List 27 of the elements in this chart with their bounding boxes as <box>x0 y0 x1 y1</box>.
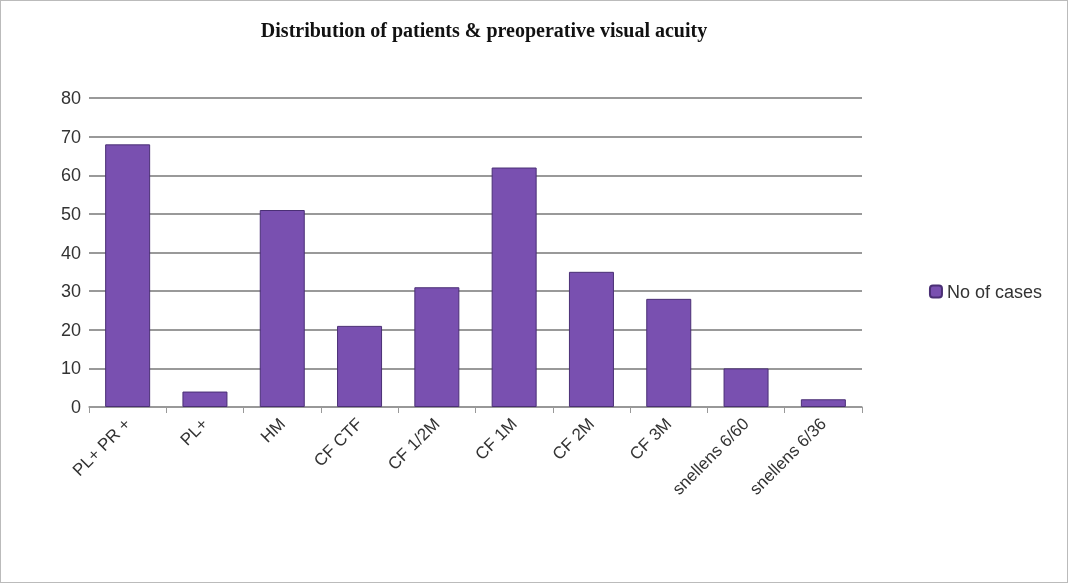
x-tick-label: CF 2M <box>548 414 599 464</box>
y-tick-label: 0 <box>70 397 81 417</box>
x-tick-label: PL+ <box>176 414 212 450</box>
x-tick-label: HM <box>256 414 289 447</box>
y-tick-label: 10 <box>60 358 81 379</box>
y-tick-label: 30 <box>60 281 81 302</box>
bar <box>337 325 383 407</box>
chart-title: Distribution of patients & preoperative visual acuity <box>260 19 708 42</box>
bar <box>182 391 228 407</box>
x-tick-label: PL+ PR + <box>68 414 135 480</box>
x-tick-label: CF 3M <box>625 414 676 464</box>
bar <box>646 298 692 407</box>
bar <box>105 144 151 407</box>
y-tick-label: 80 <box>60 88 81 108</box>
y-tick-label: 60 <box>60 165 81 186</box>
bar <box>723 368 769 407</box>
legend-label: No of cases <box>946 281 1042 302</box>
bar <box>568 271 614 407</box>
x-tick-label: CF 1M <box>471 414 521 464</box>
y-tick-label: 20 <box>60 319 81 340</box>
y-tick-label: 40 <box>60 242 81 263</box>
y-tick-label: 50 <box>60 203 81 224</box>
bar <box>259 210 305 407</box>
bar <box>800 399 846 407</box>
bar <box>491 167 537 407</box>
bar <box>414 287 460 407</box>
y-tick-label: 70 <box>60 126 81 147</box>
